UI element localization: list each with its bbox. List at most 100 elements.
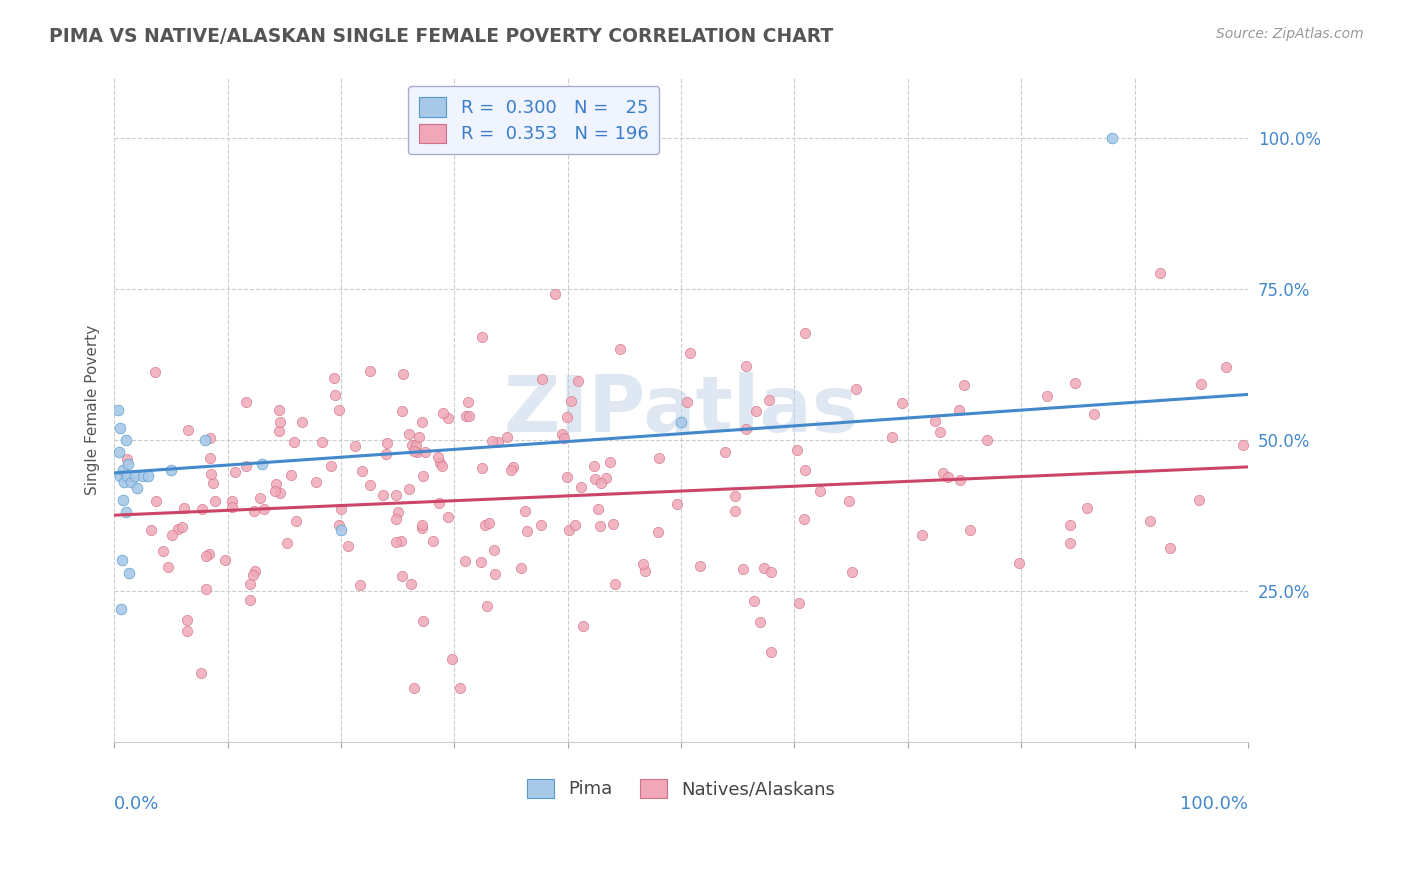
Point <box>305 475 328 489</box>
Point <box>235 394 257 409</box>
Point <box>402 444 425 458</box>
Point <box>582 459 605 474</box>
Point <box>173 500 195 515</box>
Y-axis label: Single Female Poverty: Single Female Poverty <box>86 325 100 495</box>
Point <box>634 564 657 578</box>
Point <box>319 458 342 473</box>
Point <box>676 395 699 409</box>
Point <box>589 476 612 491</box>
Point <box>398 426 420 441</box>
Point <box>924 414 946 428</box>
Point <box>845 382 868 396</box>
Point <box>112 493 135 508</box>
Point <box>152 543 174 558</box>
Point <box>679 346 702 360</box>
Point <box>602 517 624 532</box>
Point <box>359 364 381 378</box>
Point <box>291 415 314 429</box>
Point <box>744 594 766 608</box>
Point <box>392 367 415 381</box>
Point <box>204 493 226 508</box>
Point <box>413 444 436 458</box>
Point <box>411 521 433 535</box>
Point <box>457 394 479 409</box>
Point <box>143 365 166 379</box>
Point <box>713 445 735 459</box>
Point <box>110 601 132 615</box>
Point <box>793 463 815 477</box>
Point <box>276 536 298 550</box>
Text: ZIPatlas: ZIPatlas <box>503 372 859 448</box>
Point <box>1059 535 1081 549</box>
Point <box>349 577 371 591</box>
Point <box>838 493 860 508</box>
Point <box>1036 389 1059 403</box>
Point <box>283 434 305 449</box>
Point <box>198 548 221 562</box>
Point <box>422 533 444 548</box>
Point <box>374 448 396 462</box>
Point <box>384 535 406 549</box>
Point <box>243 564 266 578</box>
Point <box>408 430 430 444</box>
Point <box>936 470 959 484</box>
Point <box>328 403 350 417</box>
Point <box>752 560 775 574</box>
Point <box>375 435 398 450</box>
Point <box>117 452 139 467</box>
Point <box>249 491 271 506</box>
Point <box>117 457 139 471</box>
Point <box>454 554 477 568</box>
Point <box>114 505 136 519</box>
Point <box>176 624 198 638</box>
Point <box>269 402 291 417</box>
Point <box>952 378 974 392</box>
Point <box>1008 556 1031 570</box>
Point <box>555 409 578 424</box>
Point <box>456 409 478 424</box>
Point <box>932 466 955 480</box>
Point <box>759 645 782 659</box>
Point <box>759 566 782 580</box>
Point <box>191 502 214 516</box>
Point <box>221 493 243 508</box>
Point <box>145 494 167 508</box>
Point <box>124 469 146 483</box>
Point <box>1083 407 1105 421</box>
Point <box>200 450 222 465</box>
Point <box>336 539 359 553</box>
Point <box>107 444 129 458</box>
Point <box>530 518 553 533</box>
Point <box>405 438 427 452</box>
Point <box>111 553 134 567</box>
Point <box>194 549 217 563</box>
Point <box>120 475 142 489</box>
Point <box>170 520 193 534</box>
Point <box>595 470 617 484</box>
Point <box>793 326 815 340</box>
Point <box>139 523 162 537</box>
Point <box>432 459 454 474</box>
Point <box>564 518 586 533</box>
Point <box>329 523 352 537</box>
Point <box>502 459 524 474</box>
Point <box>280 468 302 483</box>
Point <box>758 392 780 407</box>
Point <box>329 501 352 516</box>
Point <box>486 434 509 449</box>
Point <box>567 374 589 388</box>
Point <box>1215 360 1237 375</box>
Point <box>1064 376 1087 390</box>
Point <box>474 518 496 533</box>
Point <box>384 512 406 526</box>
Point <box>160 463 183 477</box>
Point <box>841 565 863 579</box>
Point <box>689 559 711 574</box>
Point <box>391 569 413 583</box>
Point <box>436 510 458 524</box>
Point <box>948 402 970 417</box>
Text: 100.0%: 100.0% <box>1180 795 1249 813</box>
Point <box>412 614 434 628</box>
Point <box>136 469 159 483</box>
Point <box>631 557 654 571</box>
